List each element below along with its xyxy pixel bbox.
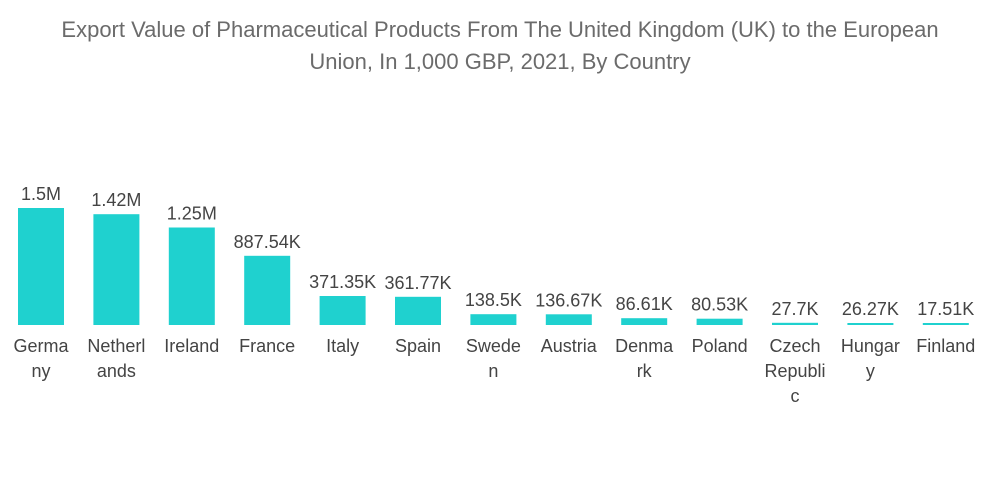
bar-germany (18, 208, 64, 325)
category-label: c (791, 386, 800, 406)
data-label: 86.61K (616, 294, 673, 314)
category-label: Czech (769, 336, 820, 356)
data-label: 1.25M (167, 204, 217, 224)
bar-spain (395, 296, 441, 325)
category-label: Denma (615, 336, 674, 356)
chart-title-line-1: Export Value of Pharmaceutical Products … (61, 17, 939, 42)
category-label: Italy (326, 336, 359, 356)
category-label: Poland (692, 336, 748, 356)
category-label: Hungar (841, 336, 900, 356)
data-label: 371.35K (309, 272, 376, 292)
category-label: Swede (466, 336, 521, 356)
category-label: Finland (916, 336, 975, 356)
category-label: ands (97, 361, 136, 381)
bar-czech-republic (772, 322, 818, 325)
data-label: 138.5K (465, 290, 522, 310)
category-label: Austria (541, 336, 598, 356)
category-label: rk (637, 361, 653, 381)
bar-denmark (621, 318, 668, 325)
bar-hungary (847, 323, 894, 325)
data-label: 136.67K (535, 290, 602, 310)
bar-austria (545, 314, 592, 325)
data-label: 887.54K (234, 232, 301, 252)
data-label: 26.27K (842, 299, 899, 319)
category-label: France (239, 336, 295, 356)
bar-sweden (470, 314, 517, 325)
data-label: 80.53K (691, 295, 748, 315)
data-label: 17.51K (917, 299, 974, 319)
data-label: 361.77K (384, 273, 451, 293)
chart-title: Export Value of Pharmaceutical Products … (0, 14, 1000, 78)
category-label: Spain (395, 336, 441, 356)
bar-ireland (168, 227, 215, 325)
category-label: y (866, 361, 875, 381)
category-label: Republi (764, 361, 825, 381)
bar-finland (922, 323, 969, 325)
bar-italy (319, 296, 366, 325)
data-label: 1.5M (21, 184, 61, 204)
bar-netherlands (93, 214, 140, 325)
category-label: n (488, 361, 498, 381)
data-label: 1.42M (91, 190, 141, 210)
data-label: 27.7K (771, 299, 818, 319)
chart-title-line-2: Union, In 1,000 GBP, 2021, By Country (309, 49, 691, 74)
category-label: Germa (13, 336, 69, 356)
bar-poland (696, 318, 743, 325)
category-label: ny (31, 361, 50, 381)
category-label: Ireland (164, 336, 219, 356)
bar-france (244, 255, 291, 325)
category-label: Netherl (87, 336, 145, 356)
